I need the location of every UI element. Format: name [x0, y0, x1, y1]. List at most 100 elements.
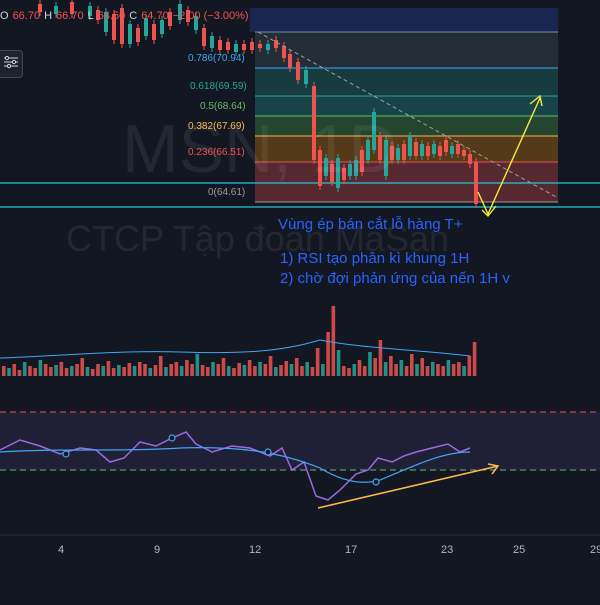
- candle-body: [266, 44, 270, 50]
- candle-body: [210, 36, 214, 48]
- candle-body: [426, 146, 430, 156]
- volume-bar: [216, 364, 221, 376]
- x-tick-25: 25: [513, 544, 526, 556]
- volume-bar: [321, 364, 325, 376]
- volume-bar: [59, 362, 64, 376]
- volume-bar: [394, 364, 398, 376]
- volume-bar: [90, 369, 95, 376]
- candle-body: [408, 136, 412, 156]
- volume-bar: [315, 348, 320, 376]
- fib-label-0: 0(64.61): [208, 187, 246, 198]
- volume-bar: [415, 364, 419, 376]
- volume-bar: [326, 332, 330, 376]
- candle-body: [342, 168, 346, 180]
- dashed-trend-line: [257, 31, 559, 199]
- volume-bar: [122, 367, 126, 376]
- projection-arrow-head-down: [481, 205, 497, 218]
- volume-bar: [226, 366, 231, 376]
- x-tick-12: 12: [249, 544, 262, 556]
- candle-body: [288, 54, 292, 68]
- candle-body: [104, 12, 108, 32]
- volume-bar: [404, 366, 409, 376]
- candle-body: [144, 18, 148, 36]
- ohlc-legend: O 66.70 H 66.70 L 64.50 C 64.70 −2.00 (−…: [0, 8, 249, 24]
- candle-body: [274, 40, 278, 48]
- volume-bar: [352, 364, 357, 376]
- fib-label-0786: 0.786(70.94): [188, 53, 245, 64]
- volume-bar: [132, 366, 137, 376]
- volume-bar: [101, 366, 105, 376]
- x-tick-29: 29: [590, 544, 600, 556]
- rsi-divergence-line: [317, 465, 499, 509]
- close-value: 64.70: [141, 10, 169, 22]
- volume-bar: [206, 367, 210, 376]
- volume-bar: [253, 366, 257, 376]
- volume-bar: [179, 366, 184, 376]
- volume-bar: [200, 365, 205, 376]
- rsi-line: [0, 431, 471, 501]
- volume-bar: [2, 366, 6, 376]
- volume-bar: [268, 356, 273, 376]
- volume-bar: [300, 366, 304, 376]
- volume-bar: [64, 368, 69, 376]
- volume-bar: [357, 360, 362, 376]
- drawing-tools-button[interactable]: [0, 50, 23, 78]
- candle-body: [70, 2, 74, 14]
- rsi-marker: [62, 450, 70, 458]
- volume-bar: [28, 366, 32, 376]
- volume-bar: [38, 360, 43, 376]
- volume-bar: [211, 362, 215, 376]
- volume-bar: [7, 368, 11, 376]
- volume-bar: [106, 361, 111, 376]
- fib-label-05: 0.5(68.64): [200, 101, 246, 112]
- open-value: 66.70: [12, 10, 41, 22]
- candle-body: [258, 44, 262, 48]
- volume-ma-line: [0, 339, 471, 359]
- volume-bar: [85, 367, 90, 376]
- rsi-marker: [264, 448, 272, 456]
- candle-body: [378, 136, 382, 160]
- candle-body: [234, 44, 238, 52]
- open-label: O: [0, 10, 9, 22]
- volume-bar: [347, 368, 351, 376]
- volume-bar: [331, 306, 336, 376]
- candle-body: [296, 62, 300, 80]
- candle-body: [226, 42, 230, 50]
- volume-bar: [294, 358, 299, 376]
- candle-body: [194, 16, 198, 30]
- volume-bar: [174, 362, 179, 376]
- volume-bar: [472, 342, 477, 376]
- annotation-line-3: 2) chờ đợi phản ứng của nến 1H v: [280, 270, 510, 287]
- volume-bar: [242, 365, 247, 376]
- candle-body: [250, 42, 254, 50]
- rsi-marker: [168, 434, 176, 442]
- projection-arrow-line: [477, 97, 541, 216]
- volume-bar: [441, 366, 445, 376]
- candle-body: [318, 150, 322, 186]
- volume-bar: [49, 367, 53, 376]
- volume-bar: [143, 364, 147, 376]
- candle-body: [136, 28, 140, 42]
- candle-body: [450, 146, 454, 154]
- close-label: C: [129, 10, 138, 22]
- candle-body: [384, 140, 388, 176]
- volume-bar: [389, 356, 393, 376]
- watermark-company: CTCP Tập đoàn MaSan: [66, 218, 449, 259]
- rsi-divergence-arrowhead: [487, 463, 500, 475]
- candle-body: [186, 10, 190, 22]
- volume-bar: [336, 350, 341, 376]
- volume-bar: [410, 354, 414, 376]
- fib-label-0236: 0.236(66.51): [188, 147, 245, 158]
- candle-body: [54, 6, 58, 14]
- candle-body: [312, 86, 316, 160]
- volume-bar: [420, 358, 425, 376]
- low-label: L: [87, 10, 94, 22]
- candle-body: [160, 20, 164, 34]
- rsi-marker: [372, 478, 380, 486]
- volume-bar: [247, 360, 252, 376]
- volume-bar: [43, 364, 48, 376]
- candle-body: [324, 158, 328, 176]
